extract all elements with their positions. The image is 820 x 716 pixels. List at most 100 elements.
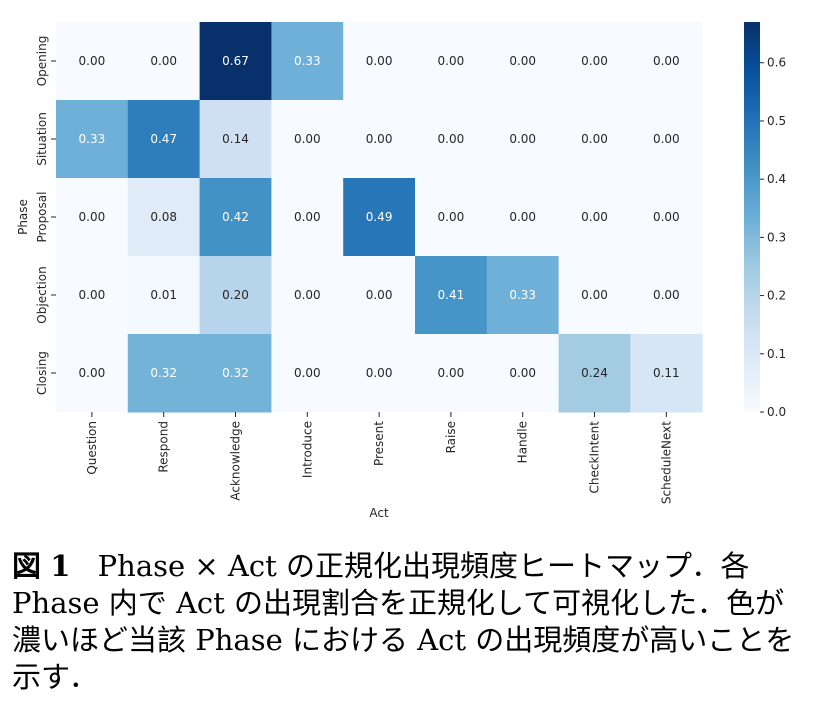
- cell-value-label: 0.42: [222, 210, 249, 224]
- cell-value-label: 0.33: [294, 54, 321, 68]
- cell-value-label: 0.00: [509, 54, 536, 68]
- heatmap-cell: [199, 100, 272, 179]
- y-tick-label: Proposal: [35, 192, 49, 243]
- heatmap-cell: [343, 334, 416, 413]
- heatmap-cell: [415, 22, 488, 101]
- cell-value-label: 0.11: [653, 366, 680, 380]
- heatmap-cell: [415, 256, 488, 335]
- cell-value-label: 0.41: [438, 288, 465, 302]
- colorbar-tick-label: 0.2: [767, 289, 786, 303]
- cell-value-label: 0.14: [222, 132, 249, 146]
- cell-value-label: 0.00: [79, 210, 106, 224]
- cell-value-label: 0.00: [581, 54, 608, 68]
- heatmap-cell: [56, 334, 129, 413]
- cell-value-label: 0.00: [438, 366, 465, 380]
- heatmap-cell: [199, 334, 272, 413]
- colorbar-tick-label: 0.1: [767, 347, 786, 361]
- heatmap-cell: [271, 256, 344, 335]
- heatmap-cell: [343, 256, 416, 335]
- heatmap-cell: [630, 100, 703, 179]
- heatmap-cell: [127, 256, 201, 335]
- heatmap-cell: [558, 100, 631, 179]
- x-tick-label: Raise: [444, 421, 458, 453]
- cell-value-label: 0.00: [653, 132, 680, 146]
- heatmap-chart: 0.00 0.00 0.67 0.33 0.00 0.00 0.00 0.00 0.00 0.33…: [16, 22, 786, 520]
- colorbar-tick-label: 0.6: [767, 56, 786, 70]
- heatmap-cell: [127, 178, 201, 257]
- colorbar: [744, 22, 760, 412]
- x-tick-label: Present: [372, 421, 386, 466]
- heatmap-cell: [415, 178, 488, 257]
- y-tick-label: Objection: [35, 266, 49, 323]
- cell-value-label: 0.00: [150, 54, 177, 68]
- heatmap-cell: [271, 334, 344, 413]
- cell-value-label: 0.33: [79, 132, 106, 146]
- heatmap-cell: [415, 334, 488, 413]
- heatmap-cell: [271, 100, 344, 179]
- cell-value-label: 0.00: [79, 288, 106, 302]
- x-axis-ticks: Question Respond Acknowledge Introduce Prese…: [85, 412, 673, 504]
- heatmap-cell: [199, 22, 272, 101]
- heatmap-cell: [56, 22, 129, 101]
- heatmap-cells: [56, 22, 703, 413]
- heatmap-cell: [343, 178, 416, 257]
- heatmap-cell: [486, 22, 560, 101]
- colorbar-tick-label: 0.0: [767, 405, 786, 419]
- x-tick-label: Introduce: [300, 421, 314, 478]
- heatmap-cell: [343, 100, 416, 179]
- heatmap-cell: [486, 178, 560, 257]
- cell-value-label: 0.00: [79, 54, 106, 68]
- y-tick-label: Closing: [35, 351, 49, 395]
- caption-text: Phase × Act の正規化出現頻度ヒートマップ．各 Phase 内で Ac…: [12, 549, 795, 694]
- x-tick-label: CheckIntent: [588, 421, 602, 494]
- cell-value-label: 0.00: [294, 132, 321, 146]
- heatmap-cell: [630, 256, 703, 335]
- cell-value-label: 0.00: [509, 366, 536, 380]
- heatmap-cell: [415, 100, 488, 179]
- heatmap-cell-labels: 0.00 0.00 0.67 0.33 0.00 0.00 0.00 0.00 0.00 0.33…: [79, 54, 680, 380]
- heatmap-cell: [56, 178, 129, 257]
- cell-value-label: 0.00: [581, 132, 608, 146]
- x-tick-label: Acknowledge: [229, 421, 243, 501]
- x-tick-label: Question: [85, 421, 99, 475]
- heatmap-cell: [558, 256, 631, 335]
- cell-value-label: 0.33: [509, 288, 536, 302]
- heatmap-cell: [199, 256, 272, 335]
- cell-value-label: 0.32: [222, 366, 249, 380]
- colorbar-ticks: 0.0 0.1 0.2 0.3 0.4 0.5 0.6: [760, 56, 786, 419]
- cell-value-label: 0.00: [294, 210, 321, 224]
- heatmap-cell: [486, 100, 560, 179]
- cell-value-label: 0.24: [581, 366, 608, 380]
- heatmap-cell: [271, 178, 344, 257]
- x-tick-label: ScheduleNext: [659, 421, 673, 504]
- cell-value-label: 0.00: [294, 288, 321, 302]
- y-axis-label: Phase: [16, 199, 30, 235]
- colorbar-tick-label: 0.5: [767, 114, 786, 128]
- cell-value-label: 0.00: [366, 366, 393, 380]
- y-tick-label: Opening: [35, 36, 49, 87]
- heatmap-cell: [127, 22, 201, 101]
- cell-value-label: 0.08: [150, 210, 177, 224]
- cell-value-label: 0.00: [79, 366, 106, 380]
- cell-value-label: 0.47: [150, 132, 177, 146]
- cell-value-label: 0.00: [581, 288, 608, 302]
- cell-value-label: 0.01: [150, 288, 177, 302]
- heatmap-cell: [56, 256, 129, 335]
- cell-value-label: 0.00: [581, 210, 608, 224]
- x-axis-label: Act: [369, 506, 389, 520]
- heatmap-cell: [486, 334, 560, 413]
- cell-value-label: 0.00: [294, 366, 321, 380]
- heatmap-cell: [199, 178, 272, 257]
- heatmap-cell: [558, 178, 631, 257]
- heatmap-cell: [558, 22, 631, 101]
- heatmap-cell: [56, 100, 129, 179]
- y-tick-label: Situation: [35, 112, 49, 166]
- x-tick-label: Handle: [516, 421, 530, 463]
- cell-value-label: 0.00: [653, 210, 680, 224]
- cell-value-label: 0.00: [509, 210, 536, 224]
- cell-value-label: 0.00: [438, 210, 465, 224]
- heatmap-cell: [127, 100, 201, 179]
- cell-value-label: 0.20: [222, 288, 249, 302]
- cell-value-label: 0.32: [150, 366, 177, 380]
- cell-value-label: 0.00: [509, 132, 536, 146]
